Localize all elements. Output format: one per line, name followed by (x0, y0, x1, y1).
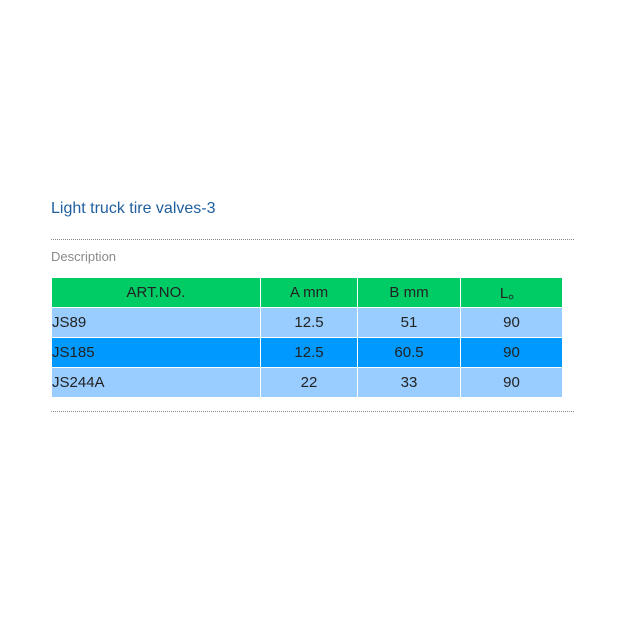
header-cell: L。 (460, 277, 563, 308)
table-cell: 60.5 (357, 337, 461, 368)
table-cell: 12.5 (260, 307, 358, 338)
table-row: JS89 12.5 51 90 (51, 307, 563, 338)
header-cell: ART.NO. (51, 277, 261, 308)
table-cell: 12.5 (260, 337, 358, 368)
table-cell: 90 (460, 307, 563, 338)
table-cell: 22 (260, 367, 358, 398)
table-cell: 90 (460, 367, 563, 398)
table-cell: JS244A (51, 367, 261, 398)
table-cell: JS185 (51, 337, 261, 368)
table-cell: 51 (357, 307, 461, 338)
table-row: ART.NO. A mm B mm L。 (51, 277, 563, 308)
spec-table: ART.NO. A mm B mm L。 JS89 12.5 51 90 JS185 12.5 60… (51, 277, 563, 398)
header-cell: A mm (260, 277, 358, 308)
table-row: JS185 12.5 60.5 90 (51, 337, 563, 368)
divider (51, 239, 574, 240)
divider (51, 411, 574, 412)
table-cell: JS89 (51, 307, 261, 338)
description-label: Description (51, 249, 117, 264)
title: Light truck tire valves-3 (51, 200, 216, 217)
table-row: JS244A 22 33 90 (51, 367, 563, 398)
header-cell: B mm (357, 277, 461, 308)
table-cell: 33 (357, 367, 461, 398)
table-cell: 90 (460, 337, 563, 368)
